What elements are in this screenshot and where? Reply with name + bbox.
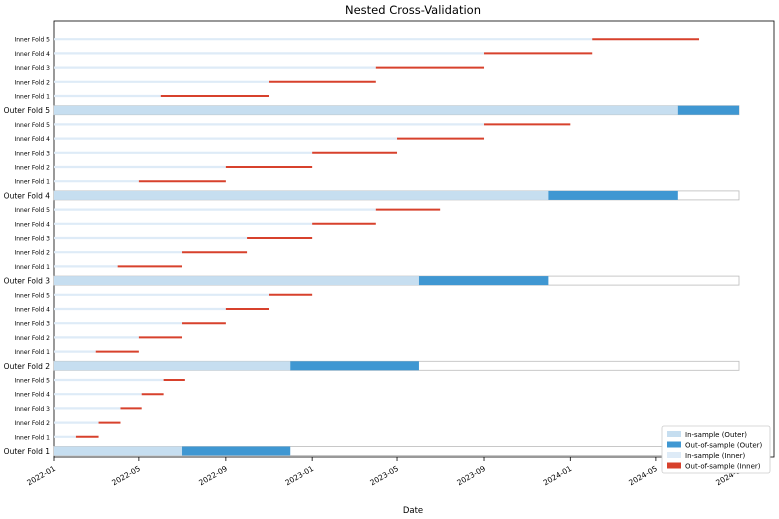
inner-fold-label: Inner Fold 5 (14, 378, 50, 385)
x-axis-label: Date (403, 506, 423, 516)
inner-fold-label: Inner Fold 4 (14, 51, 50, 58)
legend-label: Out-of-sample (Inner) (685, 463, 761, 471)
legend-swatch (667, 462, 681, 469)
outer-out-of-sample-bar (677, 105, 739, 115)
inner-fold-label: Inner Fold 5 (14, 122, 50, 129)
outer-out-of-sample-bar (418, 276, 549, 286)
outer-in-sample-bar (54, 361, 291, 371)
outer-in-sample-bar (54, 190, 549, 200)
outer-out-of-sample-bar (290, 361, 419, 371)
legend-label: Out-of-sample (Outer) (685, 442, 763, 450)
chart-marks (53, 38, 740, 456)
x-tick-label: 2022-05 (110, 464, 142, 488)
inner-fold-label: Inner Fold 3 (14, 236, 50, 243)
inner-fold-label: Inner Fold 1 (14, 94, 50, 101)
x-tick-label: 2022-01 (25, 464, 57, 488)
inner-fold-label: Inner Fold 5 (14, 207, 50, 214)
inner-fold-label: Inner Fold 3 (14, 150, 50, 157)
inner-fold-label: Inner Fold 3 (14, 321, 50, 328)
outer-out-of-sample-bar (182, 446, 291, 456)
inner-fold-label: Inner Fold 2 (14, 79, 50, 86)
y-tick-labels: Outer Fold 1 Inner Fold 1 Inner Fold 2 Inne… (4, 37, 51, 456)
legend-swatch (667, 452, 681, 458)
outer-fold-label: Outer Fold 4 (4, 191, 51, 200)
inner-fold-label: Inner Fold 1 (14, 179, 50, 186)
inner-fold-label: Inner Fold 1 (14, 349, 50, 356)
legend: In-sample (Outer) Out-of-sample (Outer) In… (661, 425, 771, 474)
chart-title: Nested Cross-Validation (345, 3, 481, 17)
inner-fold-label: Inner Fold 3 (14, 406, 50, 413)
outer-in-sample-bar (54, 276, 419, 286)
inner-fold-label: Inner Fold 1 (14, 264, 50, 271)
x-tick-label: 2024-01 (542, 464, 574, 488)
outer-fold-label: Outer Fold 5 (4, 106, 51, 115)
legend-swatch (667, 431, 681, 437)
outer-fold-label: Outer Fold 1 (4, 447, 51, 456)
inner-fold-label: Inner Fold 2 (14, 250, 50, 257)
inner-fold-label: Inner Fold 1 (14, 434, 50, 441)
inner-fold-label: Inner Fold 5 (14, 37, 50, 44)
outer-out-of-sample-bar (548, 190, 678, 200)
x-tick-label: 2022-09 (197, 464, 229, 488)
inner-fold-label: Inner Fold 2 (14, 335, 50, 342)
x-tick-label: 2023-01 (284, 464, 316, 488)
outer-in-sample-bar (54, 105, 678, 115)
inner-fold-label: Inner Fold 4 (14, 221, 50, 228)
inner-fold-label: Inner Fold 5 (14, 292, 50, 299)
inner-fold-label: Inner Fold 2 (14, 420, 50, 427)
legend-box (661, 425, 771, 474)
outer-fold-label: Outer Fold 2 (4, 362, 51, 371)
outer-in-sample-bar (54, 446, 183, 456)
legend-swatch (667, 441, 681, 448)
inner-fold-label: Inner Fold 4 (14, 392, 50, 399)
x-tick-label: 2023-05 (368, 464, 400, 488)
legend-label: In-sample (Inner) (685, 452, 746, 460)
legend-label: In-sample (Outer) (685, 431, 747, 439)
inner-fold-label: Inner Fold 4 (14, 307, 50, 314)
x-axis: 2022-01 2022-05 2022-09 2023-01 2023-05 2023-… (25, 457, 746, 487)
x-tick-label: 2024-05 (627, 464, 659, 488)
inner-fold-label: Inner Fold 2 (14, 165, 50, 172)
outer-fold-label: Outer Fold 3 (4, 277, 51, 286)
inner-fold-label: Inner Fold 3 (14, 65, 50, 72)
inner-fold-label: Inner Fold 4 (14, 136, 50, 143)
x-tick-label: 2023-09 (455, 464, 487, 488)
